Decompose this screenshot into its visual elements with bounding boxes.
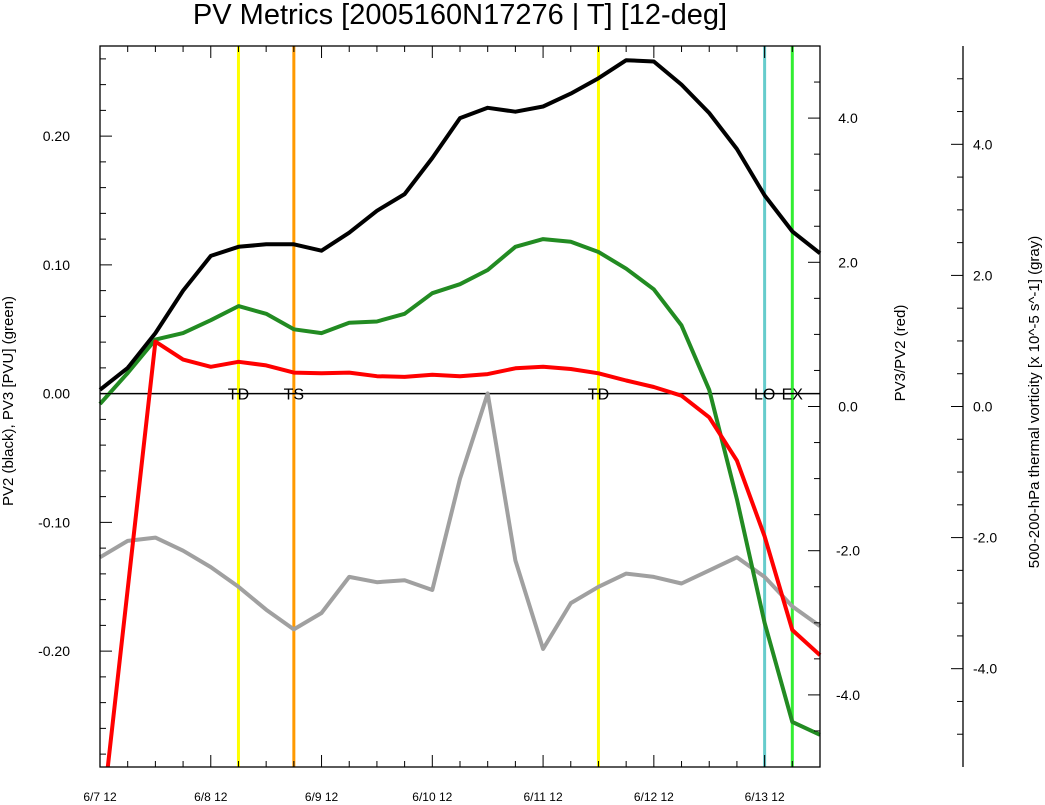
right-tick-label: 2.0 [838, 254, 858, 270]
x-tick-label: 6/7 12 [83, 790, 117, 804]
chart-title: PV Metrics [2005160N17276 | T] [12-deg] [193, 0, 727, 31]
far-right-tick-label: -2.0 [973, 530, 997, 546]
right-tick-label: 0.0 [838, 399, 858, 415]
x-tick-label: 6/13 12 [745, 790, 785, 804]
x-axis: 6/7 12 6/8 12 6/9 12 6/10 12 6/11 12 6/12 12 6… [83, 46, 821, 804]
left-axis: -0.20 -0.10 0.00 0.10 0.20 [38, 58, 112, 755]
event-label-ts: TS [284, 387, 304, 404]
series-line-pv3-pv2 [105, 339, 822, 768]
far-right-tick-label: 0.0 [973, 399, 993, 415]
left-tick-label: -0.10 [38, 514, 70, 530]
x-tick-label: 6/9 12 [305, 790, 339, 804]
event-label-lo: LO [754, 387, 775, 404]
x-tick-label: 6/10 12 [412, 790, 452, 804]
left-tick-label: -0.20 [38, 643, 70, 659]
series-layer [98, 58, 822, 768]
far-right-tick-label: 4.0 [973, 136, 993, 152]
left-tick-label: 0.00 [43, 386, 70, 402]
left-tick-label: 0.10 [43, 257, 70, 273]
series-line-500-200-hpa-thermal-vorticity [98, 391, 822, 651]
event-labels: TD TS TD LO EX [228, 387, 804, 404]
right-axis-label: PV3/PV2 (red) [892, 305, 909, 402]
series-line-pv2 [98, 58, 822, 392]
series-line-pv3 [98, 237, 821, 737]
right-axis: -4.0 -2.0 0.0 2.0 4.0 [808, 45, 860, 768]
x-tick-label: 6/8 12 [194, 790, 228, 804]
left-axis-label: PV2 (black), PV3 [PVU] (green) [0, 296, 17, 506]
right-tick-label: -4.0 [836, 687, 860, 703]
far-right-axis: -4.0 -2.0 0.0 2.0 4.0 [951, 46, 997, 767]
x-tick-label: 6/11 12 [523, 790, 562, 804]
event-label-ex: EX [782, 387, 804, 404]
x-tick-label: 6/12 12 [634, 790, 674, 804]
far-right-tick-label: 2.0 [973, 267, 993, 283]
right-tick-label: 4.0 [838, 110, 858, 126]
right-tick-label: -2.0 [836, 543, 860, 559]
far-right-axis-label: 500-200-hPa thermal vorticity [x 10^-5 s… [1026, 236, 1043, 569]
far-right-tick-label: -4.0 [973, 661, 997, 677]
event-label-td: TD [588, 387, 609, 404]
left-tick-label: 0.20 [43, 128, 70, 144]
event-label-td: TD [228, 387, 249, 404]
event-lines [236, 46, 794, 767]
